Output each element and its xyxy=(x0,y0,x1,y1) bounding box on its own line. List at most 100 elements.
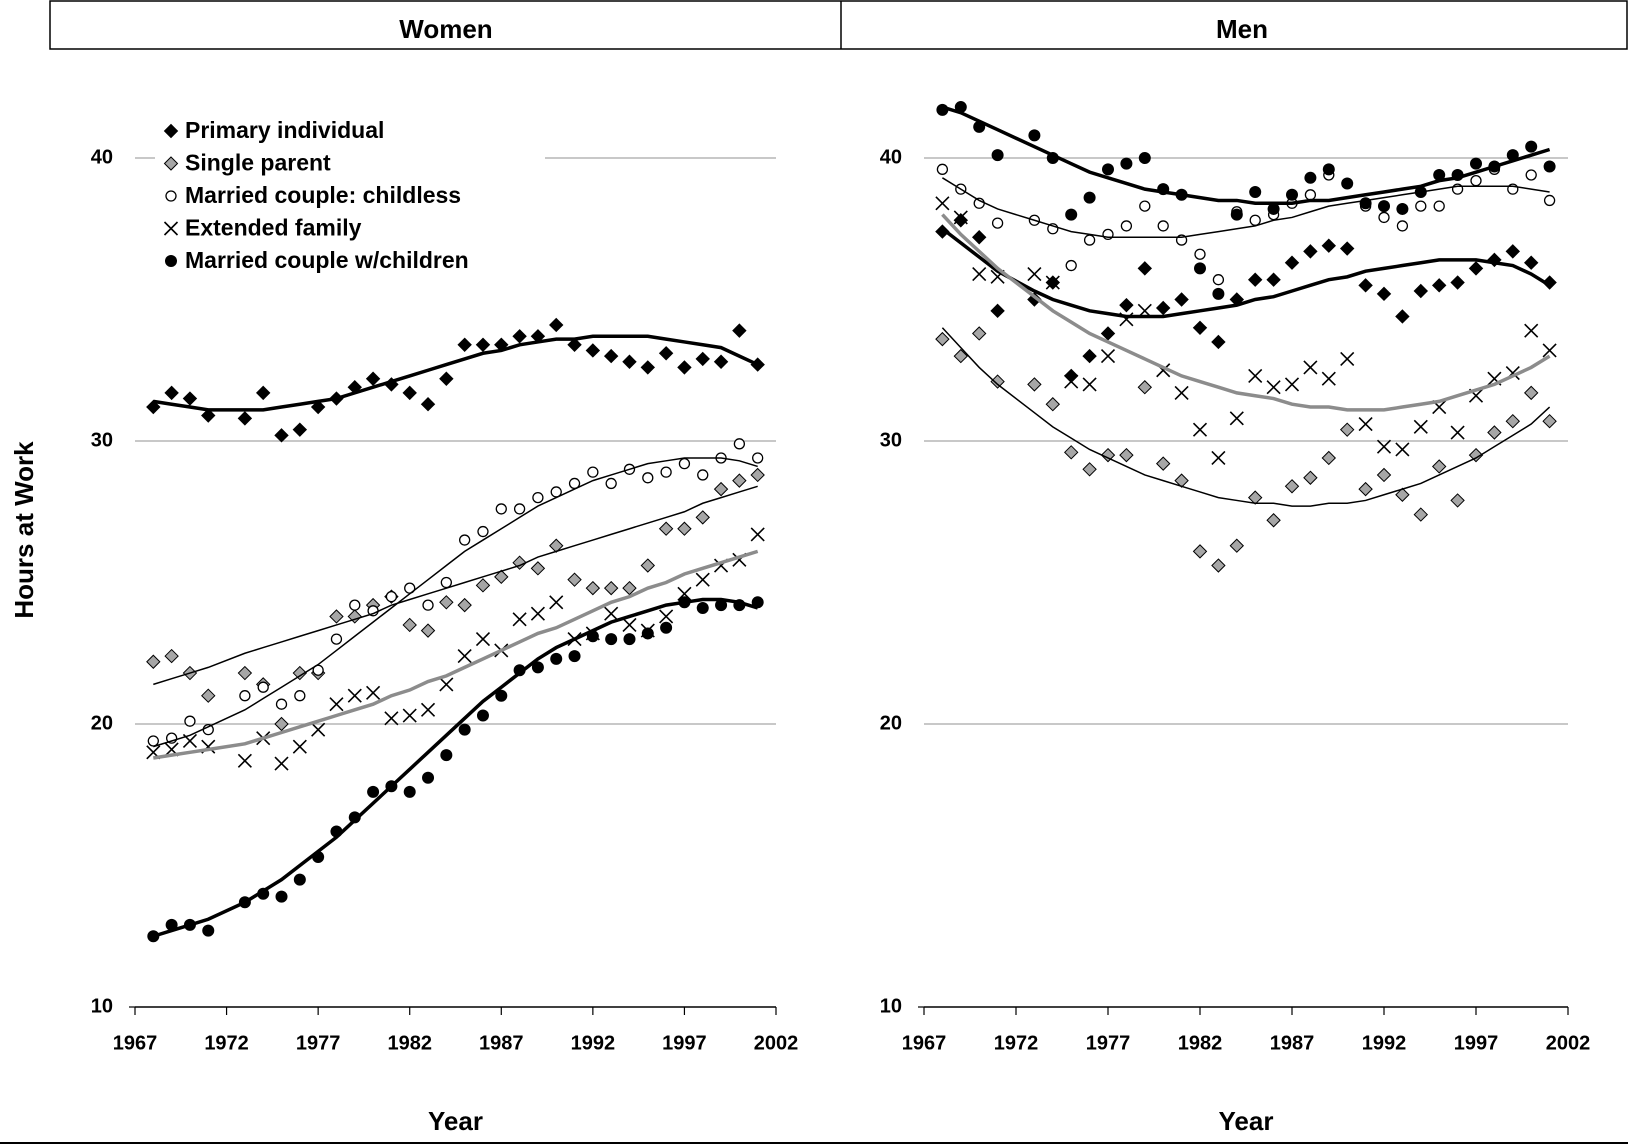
x-tick-label: 1982 xyxy=(1178,1032,1223,1054)
point xyxy=(1395,309,1410,324)
legend-label: Married couple w/children xyxy=(185,247,469,273)
trend-line xyxy=(941,213,1551,412)
point xyxy=(1525,140,1538,153)
point xyxy=(237,665,253,681)
panel-title: Women xyxy=(399,14,492,44)
point xyxy=(274,428,289,443)
trend-line xyxy=(153,334,759,412)
point xyxy=(459,534,471,546)
point xyxy=(439,595,454,610)
point xyxy=(477,525,489,538)
point xyxy=(935,196,950,211)
point xyxy=(1523,385,1539,401)
point xyxy=(603,348,619,364)
point xyxy=(239,690,251,702)
point xyxy=(310,399,326,415)
point xyxy=(660,621,673,634)
point xyxy=(1284,377,1300,392)
point xyxy=(164,648,179,664)
point xyxy=(697,469,709,481)
point xyxy=(1138,152,1151,164)
point xyxy=(1120,220,1133,232)
point xyxy=(1505,244,1521,259)
point xyxy=(642,472,654,484)
point xyxy=(1358,416,1373,432)
point xyxy=(622,580,637,596)
point xyxy=(531,661,544,674)
point xyxy=(659,609,674,624)
point xyxy=(439,677,454,692)
point xyxy=(1303,244,1318,259)
point xyxy=(495,503,507,515)
point xyxy=(201,688,216,703)
legend-marker xyxy=(165,255,177,267)
point xyxy=(1064,374,1079,389)
point xyxy=(275,698,288,710)
point xyxy=(549,538,564,553)
point xyxy=(1468,261,1484,276)
point xyxy=(953,348,969,364)
x-tick-label: 2002 xyxy=(1546,1032,1591,1054)
point xyxy=(1155,456,1171,471)
point xyxy=(1027,377,1042,392)
point xyxy=(1212,274,1225,286)
point xyxy=(146,654,161,669)
point xyxy=(732,323,747,338)
point xyxy=(349,599,361,611)
point xyxy=(237,411,253,426)
point xyxy=(1395,442,1410,457)
point xyxy=(1378,211,1390,224)
point xyxy=(1413,507,1429,522)
point xyxy=(292,422,308,437)
point xyxy=(622,617,637,633)
point xyxy=(1339,422,1355,437)
point xyxy=(475,632,491,647)
point xyxy=(292,739,307,754)
y-axis-label: Hours at Work xyxy=(9,441,39,619)
y-tick-label: 10 xyxy=(91,995,113,1017)
x-axis-label: Year xyxy=(428,1106,483,1136)
point xyxy=(733,438,746,450)
point xyxy=(695,510,710,525)
points xyxy=(935,101,1557,573)
point xyxy=(1542,413,1557,429)
point xyxy=(587,466,599,478)
trend-line xyxy=(153,457,758,748)
point xyxy=(1415,200,1427,212)
point xyxy=(420,702,436,717)
panel-title: Men xyxy=(1216,14,1268,44)
point xyxy=(1376,286,1392,302)
point xyxy=(530,561,546,576)
point xyxy=(1139,200,1151,212)
point xyxy=(1450,275,1465,290)
point xyxy=(530,606,545,621)
point xyxy=(1194,262,1206,275)
point xyxy=(1247,490,1263,505)
point xyxy=(1358,481,1373,497)
point xyxy=(384,711,399,726)
point xyxy=(678,457,691,470)
point xyxy=(1431,459,1447,474)
point xyxy=(420,397,436,412)
point xyxy=(513,503,526,515)
point xyxy=(1082,462,1097,477)
point xyxy=(1523,255,1539,270)
point xyxy=(1303,360,1318,375)
point xyxy=(568,650,581,663)
point xyxy=(1082,348,1097,364)
y-tick-label: 10 xyxy=(880,995,902,1017)
point xyxy=(713,481,729,497)
point xyxy=(1433,168,1446,181)
point xyxy=(347,688,362,703)
trend-line xyxy=(152,597,759,938)
point xyxy=(1211,334,1226,350)
point xyxy=(549,317,564,333)
point xyxy=(1321,371,1336,386)
x-tick-label: 1972 xyxy=(204,1032,249,1054)
legend-label: Primary individual xyxy=(185,117,384,143)
point xyxy=(658,346,674,361)
point xyxy=(1083,191,1096,204)
trend-line xyxy=(153,485,758,686)
point xyxy=(458,723,471,736)
point xyxy=(641,627,654,640)
